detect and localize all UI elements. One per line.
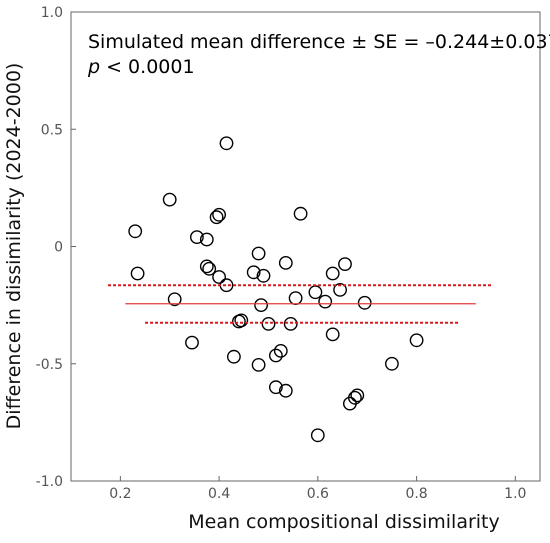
data-point: [130, 266, 145, 281]
data-point: [246, 265, 261, 280]
data-point: [199, 259, 214, 274]
x-tick-label: 1.0: [504, 486, 526, 502]
data-point: [226, 349, 241, 364]
data-point: [293, 206, 308, 221]
y-tick-label: -0.5: [36, 357, 63, 373]
data-point: [209, 210, 224, 225]
data-point: [283, 316, 298, 331]
data-point: [251, 357, 266, 372]
x-tick-label: 0.6: [307, 486, 329, 502]
data-point: [128, 224, 143, 239]
axes: 0.2 0.4 0.6 0.8 1.0 -1.0 -0.5 0 0.5 1.0: [36, 5, 527, 502]
y-tick-label: 0.5: [41, 122, 63, 138]
data-point: [234, 313, 249, 328]
data-point: [189, 230, 204, 245]
y-axis-title: Difference in dissimilarity (2024-2000): [3, 63, 25, 430]
x-tick-label: 0.2: [109, 486, 131, 502]
data-point: [212, 270, 227, 284]
reference-lines: [108, 284, 494, 324]
data-point: [212, 207, 227, 222]
data-point: [202, 261, 217, 276]
data-point: [318, 294, 333, 309]
y-tick-label: -1.0: [36, 474, 63, 490]
data-point: [310, 428, 325, 443]
data-point: [261, 316, 276, 331]
annotation-p-value: p < 0.0001: [87, 56, 195, 78]
data-point: [333, 282, 347, 297]
data-point: [185, 335, 199, 350]
annotation-mean-difference: Simulated mean difference ± SE = –0.244±…: [88, 31, 550, 53]
annotation-p-threshold: < 0.0001: [100, 56, 194, 78]
annotation-p-symbol: p: [87, 56, 100, 78]
y-tick-label: 0: [54, 240, 63, 256]
data-point: [350, 388, 365, 403]
y-tick-label: 1.0: [41, 5, 63, 21]
x-tick-label: 0.4: [208, 486, 230, 502]
data-point: [384, 356, 399, 371]
data-point: [409, 333, 424, 348]
data-point: [251, 246, 266, 261]
data-point: [199, 232, 214, 247]
x-axis-title: Mean compositional dissimilarity: [188, 511, 500, 533]
data-point: [273, 343, 288, 358]
data-point: [256, 268, 271, 283]
data-point: [268, 380, 283, 395]
data-point: [254, 298, 269, 312]
data-point: [325, 327, 340, 342]
data-points: [128, 136, 424, 443]
data-point: [278, 383, 293, 398]
data-point: [325, 266, 340, 281]
data-point: [278, 255, 293, 270]
data-point: [357, 295, 372, 310]
data-point: [167, 292, 182, 307]
data-point: [162, 192, 177, 207]
data-point: [219, 136, 234, 151]
data-point: [268, 348, 283, 363]
x-tick-label: 0.8: [405, 486, 427, 502]
data-point: [347, 390, 362, 405]
data-point: [338, 257, 352, 271]
